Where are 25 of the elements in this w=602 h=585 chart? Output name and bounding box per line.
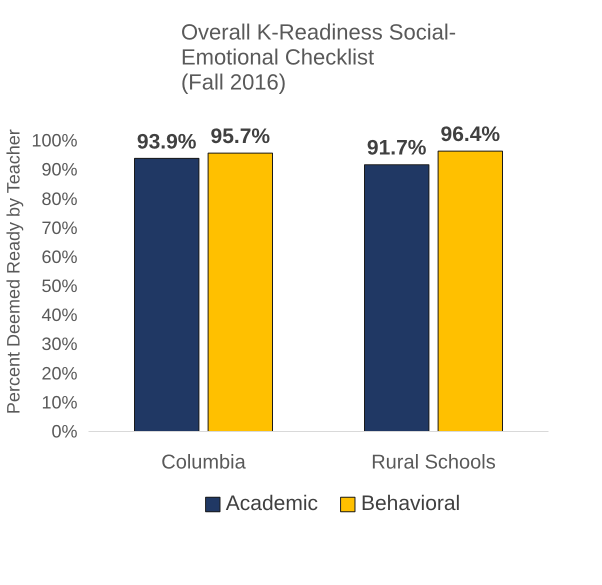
data-label: 91.7% (366, 136, 427, 160)
y-tick-label: 30% (41, 334, 78, 354)
x-tick-label: Columbia (161, 452, 247, 474)
y-tick-label: 50% (41, 276, 78, 296)
bar (208, 152, 273, 432)
y-tick-label: 100% (31, 130, 78, 151)
y-tick-label: 10% (41, 392, 78, 412)
legend-label: Academic (226, 492, 318, 516)
y-tick-label: 40% (41, 305, 78, 326)
bar (438, 150, 503, 432)
legend-label: Behavioral (360, 492, 460, 516)
data-label: 96.4% (440, 123, 500, 146)
y-tick-label: 60% (41, 246, 78, 267)
y-axis-title: Percent Deemed Ready by Teacher (3, 129, 24, 414)
bar (134, 158, 200, 432)
x-tick-label: Rural Schools (371, 452, 496, 474)
bar (364, 164, 430, 432)
data-label: 95.7% (210, 125, 270, 148)
data-label: 93.9% (136, 130, 197, 154)
y-tick-label: 20% (41, 363, 78, 384)
chart-title: Overall K-Readiness Social- Emotional Checklist (Fall 2016) (180, 20, 456, 94)
y-tick-label: 70% (41, 218, 78, 238)
y-tick-label: 80% (41, 188, 78, 209)
y-tick-label: 90% (41, 160, 78, 180)
y-tick-label: 0% (51, 422, 78, 442)
